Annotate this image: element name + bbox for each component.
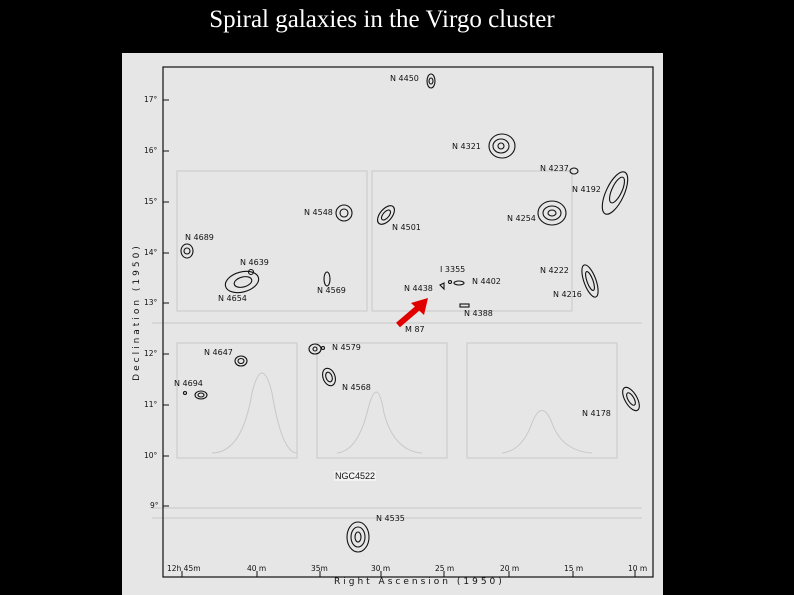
ra-ticks <box>181 571 636 577</box>
contour-n4178 <box>622 386 640 412</box>
contour-n4689 <box>180 243 194 259</box>
contour-n4216 <box>581 264 599 298</box>
label-n4647: N 4647 <box>204 348 233 357</box>
label-n4178: N 4178 <box>582 409 611 418</box>
contour-n4535 <box>346 521 370 553</box>
label-n4402: N 4402 <box>472 277 501 286</box>
dec-tick-label: 13° <box>144 298 158 307</box>
ra-tick-label: 10 m <box>628 564 648 573</box>
contour-n4654 <box>224 268 260 294</box>
galaxy-contours <box>180 73 640 553</box>
label-n4639: N 4639 <box>240 258 269 267</box>
contour-n4501 <box>377 205 395 225</box>
ra-tick-label: 30 m <box>371 564 391 573</box>
x-axis-title: Right Ascension (1950) <box>334 577 505 587</box>
label-n4216: N 4216 <box>553 290 582 299</box>
label-n4654: N 4654 <box>218 294 247 303</box>
contour-n4694 <box>182 390 208 400</box>
label-n4450: N 4450 <box>390 74 419 83</box>
contour-n4579 <box>308 343 326 355</box>
label-n4254: N 4254 <box>507 214 536 223</box>
label-n4192: N 4192 <box>572 185 601 194</box>
contour-n4569 <box>323 271 331 287</box>
ra-tick-label: 35m <box>311 564 328 573</box>
contour-n4647 <box>234 355 248 367</box>
label-n4568: N 4568 <box>342 383 371 392</box>
map-frame <box>162 66 654 578</box>
dec-tick-label: 9° <box>150 501 159 510</box>
label-n4438: N 4438 <box>404 284 433 293</box>
ra-tick-label: 25 m <box>435 564 455 573</box>
label-m87: M 87 <box>405 325 425 334</box>
red-arrow-icon <box>396 298 428 328</box>
map-graphics <box>152 66 654 578</box>
sky-map: N 4450 N 4321 N 4237 N 4192 N 4548 N 425… <box>122 53 663 595</box>
label-n4535: N 4535 <box>376 514 405 523</box>
label-n4237: N 4237 <box>540 164 569 173</box>
label-n4579: N 4579 <box>332 343 361 352</box>
dec-tick-label: 11° <box>144 400 158 409</box>
ra-tick-label: 15 m <box>564 564 584 573</box>
dec-tick-label: 17° <box>144 95 158 104</box>
contour-n4388 <box>459 303 470 308</box>
contour-n4568 <box>322 367 336 387</box>
ngc4522-annotation: NGC4522 <box>334 471 377 481</box>
label-n4388: N 4388 <box>464 309 493 318</box>
dec-tick-label: 16° <box>144 146 158 155</box>
label-n4548: N 4548 <box>304 208 333 217</box>
ra-tick-label: 12h 45m <box>167 564 201 573</box>
dec-tick-label: 12° <box>144 349 158 358</box>
contour-n4450 <box>426 73 436 89</box>
label-n4222: N 4222 <box>540 266 569 275</box>
dec-ticks <box>163 99 169 507</box>
slide-title: Spiral galaxies in the Virgo cluster <box>209 6 555 33</box>
dec-tick-label: 15° <box>144 197 158 206</box>
contour-n4321 <box>488 133 516 159</box>
contour-n4254 <box>537 200 567 226</box>
contour-n4402 <box>447 279 465 286</box>
label-n4689: N 4689 <box>185 233 214 242</box>
contour-n4438 <box>439 282 445 291</box>
ra-tick-label: 20 m <box>500 564 520 573</box>
contour-n4548 <box>335 204 353 222</box>
dec-tick-label: 14° <box>144 248 158 257</box>
label-n4569: N 4569 <box>317 286 346 295</box>
label-n4694: N 4694 <box>174 379 203 388</box>
y-axis-title: Declination (1950) <box>132 243 142 381</box>
label-i3355: I 3355 <box>440 265 466 274</box>
dec-tick-label: 10° <box>144 451 158 460</box>
ra-tick-label: 40 m <box>247 564 267 573</box>
contour-n4192 <box>601 171 629 215</box>
label-n4501: N 4501 <box>392 223 421 232</box>
contour-n4237 <box>569 167 579 175</box>
label-n4321: N 4321 <box>452 142 481 151</box>
